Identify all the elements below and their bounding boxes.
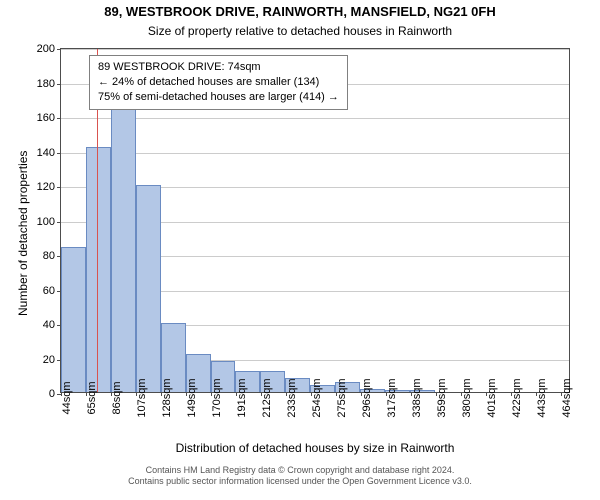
ytick-label: 180 bbox=[37, 78, 55, 90]
ytick-label: 40 bbox=[43, 319, 55, 331]
xtick-label: 128sqm bbox=[161, 378, 173, 417]
annotation-box: 89 WESTBROOK DRIVE: 74sqm ← 24% of detac… bbox=[89, 55, 348, 110]
xtick-label: 275sqm bbox=[336, 378, 348, 417]
xtick-label: 44sqm bbox=[61, 381, 73, 414]
ytick-label: 0 bbox=[49, 388, 55, 400]
plot-area: 02040608010012014016018020044sqm65sqm86s… bbox=[60, 48, 570, 393]
xtick-label: 296sqm bbox=[361, 378, 373, 417]
ytick-mark bbox=[57, 187, 61, 188]
ytick-label: 100 bbox=[37, 216, 55, 228]
chart-title: 89, WESTBROOK DRIVE, RAINWORTH, MANSFIEL… bbox=[0, 4, 600, 19]
ytick-label: 140 bbox=[37, 147, 55, 159]
histogram-bar bbox=[61, 247, 86, 392]
xtick-label: 254sqm bbox=[311, 378, 323, 417]
x-axis-label: Distribution of detached houses by size … bbox=[60, 441, 570, 455]
ytick-label: 60 bbox=[43, 285, 55, 297]
xtick-label: 107sqm bbox=[136, 378, 148, 417]
histogram-bar bbox=[136, 185, 161, 392]
chart-container: 89, WESTBROOK DRIVE, RAINWORTH, MANSFIEL… bbox=[0, 0, 600, 500]
xtick-label: 170sqm bbox=[211, 378, 223, 417]
xtick-label: 380sqm bbox=[461, 378, 473, 417]
footer-note: Contains HM Land Registry data © Crown c… bbox=[0, 465, 600, 487]
xtick-label: 317sqm bbox=[386, 378, 398, 417]
xtick-label: 401sqm bbox=[486, 378, 498, 417]
xtick-label: 422sqm bbox=[511, 378, 523, 417]
xtick-label: 338sqm bbox=[411, 378, 423, 417]
annotation-line: 89 WESTBROOK DRIVE: 74sqm bbox=[98, 60, 339, 75]
ytick-mark bbox=[57, 84, 61, 85]
histogram-bar bbox=[111, 107, 136, 392]
ytick-label: 20 bbox=[43, 354, 55, 366]
ytick-label: 80 bbox=[43, 250, 55, 262]
xtick-label: 212sqm bbox=[261, 378, 273, 417]
gridline bbox=[61, 49, 569, 50]
ytick-mark bbox=[57, 222, 61, 223]
annotation-line: 75% of semi-detached houses are larger (… bbox=[98, 90, 339, 105]
xtick-label: 443sqm bbox=[536, 378, 548, 417]
xtick-label: 86sqm bbox=[111, 381, 123, 414]
footer-line: Contains public sector information licen… bbox=[0, 476, 600, 487]
footer-line: Contains HM Land Registry data © Crown c… bbox=[0, 465, 600, 476]
ytick-mark bbox=[57, 49, 61, 50]
xtick-label: 464sqm bbox=[561, 378, 573, 417]
xtick-label: 233sqm bbox=[286, 378, 298, 417]
ytick-mark bbox=[57, 118, 61, 119]
xtick-label: 191sqm bbox=[236, 378, 248, 417]
xtick-label: 149sqm bbox=[186, 378, 198, 417]
annotation-line: ← 24% of detached houses are smaller (13… bbox=[98, 75, 339, 90]
ytick-label: 160 bbox=[37, 112, 55, 124]
gridline bbox=[61, 118, 569, 119]
gridline bbox=[61, 153, 569, 154]
xtick-label: 359sqm bbox=[436, 378, 448, 417]
chart-subtitle: Size of property relative to detached ho… bbox=[0, 24, 600, 38]
ytick-label: 200 bbox=[37, 43, 55, 55]
histogram-bar bbox=[86, 147, 111, 392]
ytick-label: 120 bbox=[37, 181, 55, 193]
y-axis-label: Number of detached properties bbox=[16, 150, 30, 315]
ytick-mark bbox=[57, 153, 61, 154]
